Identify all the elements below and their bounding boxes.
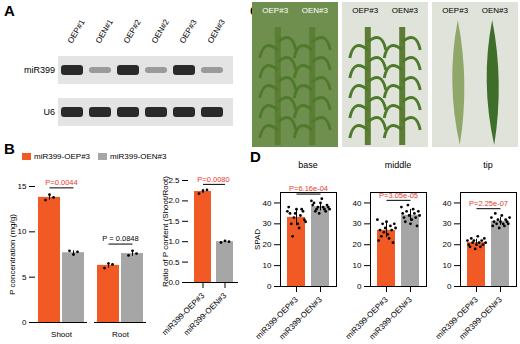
svg-text:P = 0.0848: P = 0.0848 [102, 234, 138, 243]
svg-text:miR399-OEP#3: miR399-OEP#3 [343, 295, 390, 342]
svg-text:OEN#3: OEN#3 [392, 6, 419, 15]
svg-text:SPAD: SPAD [253, 229, 262, 250]
svg-text:P=2.25e-07: P=2.25e-07 [469, 199, 508, 208]
svg-text:OEP#3: OEP#3 [352, 6, 378, 15]
svg-text:30: 30 [443, 219, 452, 228]
svg-text:miR399-OEN#3: miR399-OEN#3 [277, 295, 324, 342]
svg-text:Shoot: Shoot [51, 330, 73, 339]
html-text:A: A [4, 2, 15, 19]
svg-text:P=3.05e-05: P=3.05e-05 [379, 190, 418, 200]
svg-text:OEN#3: OEN#3 [302, 6, 329, 15]
html-text:base: base [298, 160, 318, 170]
svg-text:30: 30 [263, 219, 272, 228]
svg-text:miR399-OEP#3: miR399-OEP#3 [160, 291, 207, 338]
svg-text:miR399-OEN#3: miR399-OEN#3 [182, 291, 229, 338]
svg-text:1.5: 1.5 [168, 216, 180, 226]
html-text:middle: middle [384, 160, 412, 170]
svg-text:miR399-OEN#3: miR399-OEN#3 [367, 295, 414, 342]
svg-text:0.5: 0.5 [168, 257, 180, 267]
svg-text:OEP#3: OEP#3 [178, 18, 199, 45]
svg-text:OEN#1: OEN#1 [94, 17, 115, 45]
svg-text:20: 20 [353, 240, 362, 249]
svg-text:10: 10 [353, 261, 362, 270]
svg-text:0: 0 [267, 282, 272, 291]
svg-text:0.0: 0.0 [168, 278, 180, 288]
svg-text:OEP#2: OEP#2 [122, 18, 143, 45]
svg-text:miR399-OEN#3: miR399-OEN#3 [457, 295, 504, 342]
svg-text:10: 10 [263, 261, 272, 270]
svg-text:Ratio of P content (Shoot/Root: Ratio of P content (Shoot/Root) [161, 176, 170, 287]
html-text:B: B [4, 140, 15, 157]
svg-text:P concentration (mg/g): P concentration (mg/g) [8, 214, 17, 295]
svg-text:30: 30 [353, 219, 362, 228]
svg-text:20: 20 [263, 240, 272, 249]
svg-text:U6: U6 [43, 107, 55, 117]
svg-text:miR399-OEP#3: miR399-OEP#3 [433, 295, 480, 342]
svg-text:40: 40 [263, 199, 272, 208]
svg-text:Root: Root [112, 330, 130, 339]
svg-text:P=6.16e-04: P=6.16e-04 [289, 184, 328, 194]
svg-text:0: 0 [22, 318, 27, 327]
svg-text:40: 40 [353, 199, 362, 208]
svg-text:P=0.0080: P=0.0080 [197, 175, 229, 184]
svg-text:20: 20 [443, 240, 452, 249]
html-text:miR399-OEN#3: miR399-OEN#3 [110, 152, 167, 161]
html-text:miR399-OEP#3: miR399-OEP#3 [34, 152, 90, 161]
svg-text:2.0: 2.0 [168, 196, 180, 206]
svg-text:OEP#3: OEP#3 [442, 6, 468, 15]
svg-text:OEN#3: OEN#3 [482, 6, 509, 15]
svg-text:5: 5 [22, 273, 27, 282]
svg-text:OEN#2: OEN#2 [150, 17, 171, 45]
svg-text:2.5: 2.5 [168, 176, 180, 186]
svg-text:10: 10 [443, 261, 452, 270]
svg-text:40: 40 [443, 199, 452, 208]
svg-text:miR399-OEP#3: miR399-OEP#3 [253, 295, 300, 342]
svg-text:miR399: miR399 [24, 65, 55, 75]
svg-text:0: 0 [357, 282, 362, 291]
html-text:C: C [250, 2, 261, 19]
svg-text:10: 10 [18, 227, 27, 236]
html-text:tip: tip [483, 160, 493, 170]
svg-text:P=0.0044: P=0.0044 [45, 178, 77, 187]
svg-text:OEP#3: OEP#3 [262, 6, 288, 15]
svg-text:OEP#1: OEP#1 [66, 18, 87, 45]
svg-text:1.0: 1.0 [168, 237, 180, 247]
svg-text:0: 0 [447, 282, 452, 291]
html-text:D: D [250, 148, 261, 165]
svg-text:15: 15 [18, 182, 27, 191]
svg-text:OEN#3: OEN#3 [206, 17, 227, 45]
